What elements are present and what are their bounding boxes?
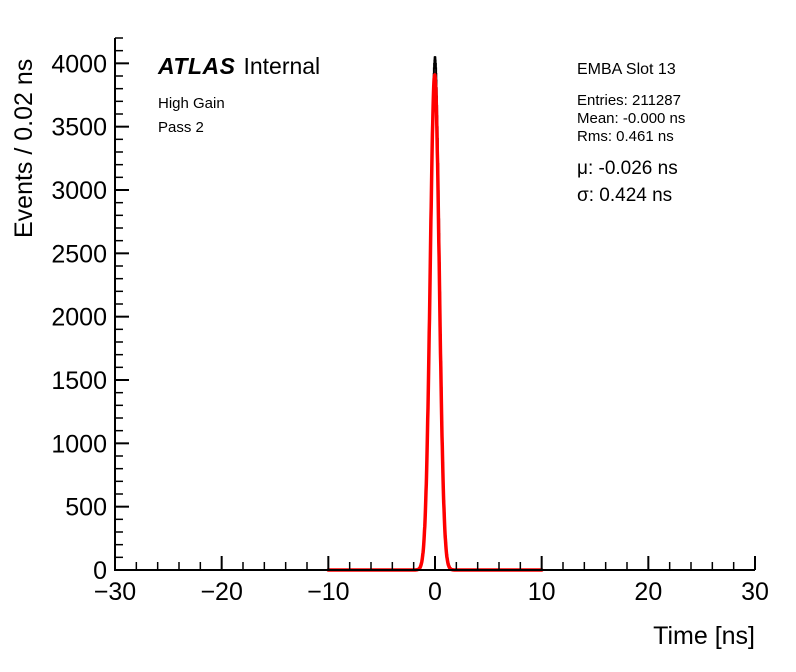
y-tick-label: 0 <box>93 557 107 585</box>
y-tick-label: 3000 <box>51 177 107 205</box>
x-tick-label: 20 <box>634 578 662 606</box>
atlas-label: ATLAS Internal <box>158 53 320 80</box>
x-tick-label: −20 <box>200 578 242 606</box>
x-tick-label: 0 <box>428 578 442 606</box>
gain-label: High Gain <box>158 95 225 112</box>
fit-curve <box>326 73 544 572</box>
x-tick-label: 30 <box>741 578 769 606</box>
pass-label: Pass 2 <box>158 119 204 136</box>
y-axis-title: Events / 0.02 ns <box>10 58 38 238</box>
x-tick-label: −10 <box>307 578 349 606</box>
y-tick-label: 4000 <box>51 50 107 78</box>
fit-mu-stat: μ: -0.026 ns <box>577 158 678 179</box>
x-tick-label: −30 <box>94 578 136 606</box>
y-tick-label: 1500 <box>51 367 107 395</box>
atlas-wordmark: ATLAS <box>158 53 236 79</box>
y-tick-label: 1000 <box>51 430 107 458</box>
x-axis-title: Time [ns] <box>653 622 755 650</box>
y-tick-label: 2500 <box>51 240 107 268</box>
entries-stat: Entries: 211287 <box>577 92 681 109</box>
mean-stat: Mean: -0.000 ns <box>577 110 686 127</box>
y-tick-label: 2000 <box>51 304 107 332</box>
atlas-status: Internal <box>243 53 321 79</box>
tick-marks <box>114 37 756 571</box>
y-tick-label: 500 <box>65 494 107 522</box>
tick-labels: −30 −20 −10 0 10 20 30 0 500 1000 1500 2000 2500 3000… <box>51 50 769 606</box>
fit-sigma-stat: σ: 0.424 ns <box>577 185 673 206</box>
x-tick-label: 10 <box>528 578 556 606</box>
rms-stat: Rms: 0.461 ns <box>577 128 674 145</box>
y-tick-label: 3500 <box>51 114 107 142</box>
slot-label: EMBA Slot 13 <box>577 61 676 78</box>
